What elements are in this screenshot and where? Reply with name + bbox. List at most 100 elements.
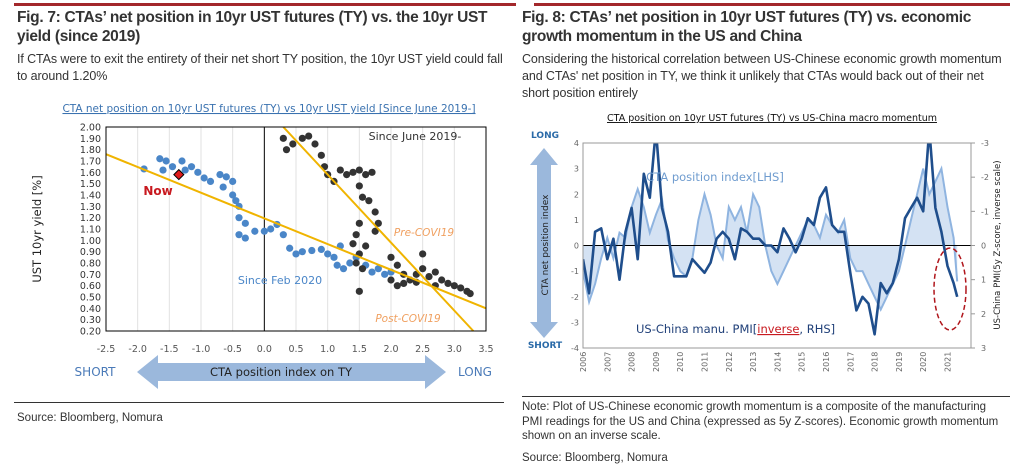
x-tick-label: 2.0 (383, 344, 398, 355)
x-tick-label: 1.0 (320, 344, 335, 355)
scatter-point (450, 282, 458, 290)
left-axis-label: CTA net position index (541, 194, 551, 296)
y-tick-label: 1.90 (80, 134, 101, 145)
x-tick-label: 0.5 (288, 344, 303, 355)
scatter-point (241, 234, 249, 242)
right-tick-label: 0 (981, 242, 986, 251)
scatter-point (355, 166, 363, 174)
plot-frame (582, 142, 972, 349)
scatter-point (355, 182, 363, 190)
scatter-point (251, 227, 259, 235)
trend-line (282, 126, 475, 332)
scatter-point (368, 268, 376, 276)
y-tick-label: 0.20 (80, 327, 101, 338)
x-tick-label: 2018 (871, 352, 880, 372)
scatter-point (235, 231, 243, 239)
scatter-point (431, 268, 439, 276)
scatter-point (419, 250, 427, 258)
right-tick-label: 3 (981, 344, 986, 353)
scatter-point (241, 219, 249, 227)
right-source: Source: Bloomberg, Nomura (522, 452, 668, 464)
left-top-rule (14, 3, 516, 6)
scatter-point (267, 225, 275, 233)
scatter-point (298, 134, 306, 142)
scatter-point (444, 279, 452, 287)
x-tick-label: 2020 (919, 352, 928, 372)
scatter-point (200, 174, 208, 182)
scatter-point (438, 276, 446, 284)
x-tick-label: 2.5 (415, 344, 430, 355)
left-tick-label: 2 (574, 190, 579, 199)
scatter-point (222, 173, 230, 181)
scatter-point (324, 250, 332, 258)
x-tick-label: -0.5 (223, 344, 242, 355)
right-figure-description: Considering the historical correlation b… (522, 52, 1002, 100)
scatter-point (336, 166, 344, 174)
right-top-rule (534, 3, 1010, 6)
scatter-point (425, 273, 433, 281)
x-tick-label: 2019 (895, 352, 904, 372)
pmi-series-label: US-China manu. PMI[inverse, RHS] (636, 322, 835, 336)
left-figure-description: If CTAs were to exit the entirety of the… (17, 52, 503, 83)
pmi-label-prefix: US-China manu. PMI[ (636, 322, 757, 336)
y-tick-label: 0.80 (80, 259, 101, 270)
scatter-point (232, 197, 240, 205)
scatter-point (219, 183, 227, 191)
x-tick-label: 2014 (773, 352, 782, 372)
right-axis-label: US-China PMI(5y Z-score, inverse scale) (993, 160, 1003, 329)
highlight-ellipse (933, 247, 967, 331)
scatter-point (333, 261, 341, 269)
y-tick-label: 1.40 (80, 191, 101, 202)
scatter-point (393, 282, 401, 290)
x-tick-label: 2009 (652, 352, 661, 372)
scatter-point (400, 279, 408, 287)
x-tick-label: 2011 (701, 352, 710, 372)
scatter-point (393, 261, 401, 269)
y-axis-label: UST 10yr yield [%] (30, 175, 44, 282)
axis-short-label: SHORT (75, 365, 117, 379)
scatter-point (194, 168, 202, 176)
x-tick-label: -1.5 (160, 344, 179, 355)
scatter-point (235, 214, 243, 222)
chart-title: CTA position on 10yr UST futures (TY) vs… (607, 113, 937, 124)
x-tick-label: 2008 (628, 352, 637, 372)
right-tick-label: -3 (981, 139, 989, 148)
scatter-point (371, 227, 379, 235)
y-tick-label: 1.30 (80, 202, 101, 213)
left-tick-label: 0 (574, 242, 579, 251)
scatter-point (229, 191, 237, 199)
left-source: Source: Bloomberg, Nomura (17, 412, 163, 424)
now-marker (173, 168, 185, 181)
scatter-point (343, 171, 351, 179)
y-tick-label: 0.70 (80, 270, 101, 281)
right-tick-label: 1 (981, 276, 986, 285)
pmi-inverse-series (583, 143, 959, 336)
right-note: Note: Plot of US-Chinese economic growth… (522, 401, 999, 442)
axis-long-label: LONG (458, 365, 492, 379)
scatter-point (368, 168, 376, 176)
plot-frame (105, 126, 487, 332)
y-tick-label: 1.50 (80, 179, 101, 190)
scatter-point (381, 270, 389, 278)
scatter-point (349, 168, 357, 176)
scatter-point (311, 140, 319, 148)
y-tick-label: 1.60 (80, 168, 101, 179)
scatter-point (178, 157, 186, 165)
y-tick-label: 1.80 (80, 145, 101, 156)
scatter-point (229, 177, 237, 185)
y-tick-label: 1.10 (80, 225, 101, 236)
scatter-point (317, 151, 325, 159)
x-tick-label: 3.5 (478, 344, 493, 355)
scatter-point (362, 171, 370, 179)
y-tick-label: 0.50 (80, 293, 101, 304)
annotation-now: Now (143, 184, 172, 198)
x-tick-label: -2.5 (97, 344, 116, 355)
scatter-point (289, 140, 297, 148)
right-note-rule (522, 396, 1010, 397)
y-tick-label: 1.70 (80, 157, 101, 168)
left-figure-title: Fig. 7: CTAs’ net position in 10yr UST f… (17, 9, 488, 45)
scatter-point (206, 177, 215, 185)
annotation-post-covid: Post-COVI19 (375, 313, 441, 325)
scatter-point (330, 253, 338, 261)
scatter-point (371, 208, 379, 216)
